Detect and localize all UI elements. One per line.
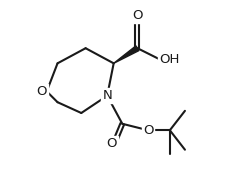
Text: O: O bbox=[36, 85, 47, 98]
Text: OH: OH bbox=[159, 52, 179, 66]
Text: O: O bbox=[143, 124, 153, 137]
Text: O: O bbox=[132, 9, 143, 22]
Polygon shape bbox=[114, 46, 139, 63]
Text: N: N bbox=[102, 89, 112, 102]
Text: O: O bbox=[106, 137, 117, 150]
